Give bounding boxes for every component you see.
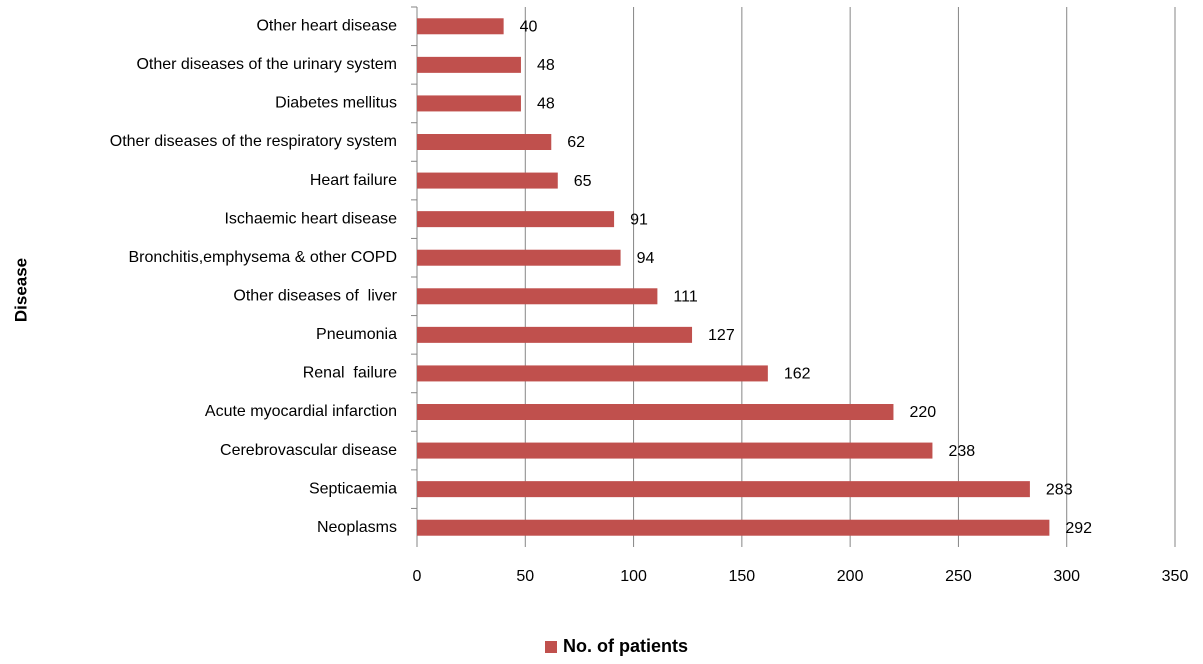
x-tick-label: 300 — [1053, 568, 1080, 585]
data-label: 62 — [567, 134, 585, 151]
bar — [417, 95, 521, 112]
y-tick-label: Other diseases of the urinary system — [136, 56, 397, 73]
y-tick-label: Other heart disease — [256, 18, 397, 35]
data-label: 91 — [630, 211, 648, 228]
bar — [417, 442, 933, 459]
y-tick-label: Other diseases of the respiratory system — [110, 133, 397, 150]
bar — [417, 326, 693, 343]
bar — [417, 288, 658, 305]
y-tick-label: Other diseases of liver — [233, 288, 397, 305]
data-label: 220 — [909, 404, 936, 421]
data-label: 162 — [784, 366, 811, 383]
legend-swatch — [545, 641, 557, 653]
bar — [417, 18, 504, 35]
bar — [417, 249, 621, 266]
bar — [417, 365, 768, 382]
data-label: 283 — [1046, 481, 1073, 498]
bar — [417, 172, 558, 189]
bar — [417, 404, 894, 420]
bar — [417, 481, 1030, 498]
x-tick-label: 100 — [620, 568, 647, 585]
data-label: 94 — [637, 250, 655, 267]
y-tick-label: Pneumonia — [316, 326, 397, 343]
bar — [417, 56, 521, 73]
x-tick-label: 350 — [1162, 568, 1189, 585]
data-label: 292 — [1065, 520, 1092, 537]
y-tick-label: Cerebrovascular disease — [220, 442, 397, 459]
data-label: 111 — [673, 289, 697, 306]
x-tick-label: 200 — [837, 568, 864, 585]
y-tick-label: Heart failure — [310, 172, 397, 189]
data-label: 238 — [948, 443, 975, 460]
y-tick-label: Neoplasms — [317, 519, 397, 536]
data-label: 48 — [537, 57, 555, 74]
y-tick-label: Acute myocardial infarction — [205, 403, 397, 420]
data-label: 40 — [520, 19, 538, 36]
x-tick-label: 50 — [516, 568, 534, 585]
x-tick-label: 250 — [945, 568, 972, 585]
bar — [417, 519, 1050, 536]
data-label: 65 — [574, 173, 592, 190]
y-axis-label: Disease — [11, 258, 30, 322]
bar — [417, 134, 552, 150]
y-tick-label: Ischaemic heart disease — [224, 210, 397, 227]
y-tick-label: Diabetes mellitus — [275, 95, 397, 112]
y-tick-label: Septicaemia — [309, 480, 397, 497]
y-tick-label: Renal failure — [303, 365, 397, 382]
x-tick-label: 150 — [729, 568, 756, 585]
data-label: 48 — [537, 96, 555, 113]
y-tick-label: Bronchitis,emphysema & other COPD — [128, 249, 397, 266]
x-tick-label: 0 — [413, 568, 422, 585]
data-label: 127 — [708, 327, 735, 344]
legend-label: No. of patients — [563, 636, 688, 656]
bar — [417, 211, 615, 228]
